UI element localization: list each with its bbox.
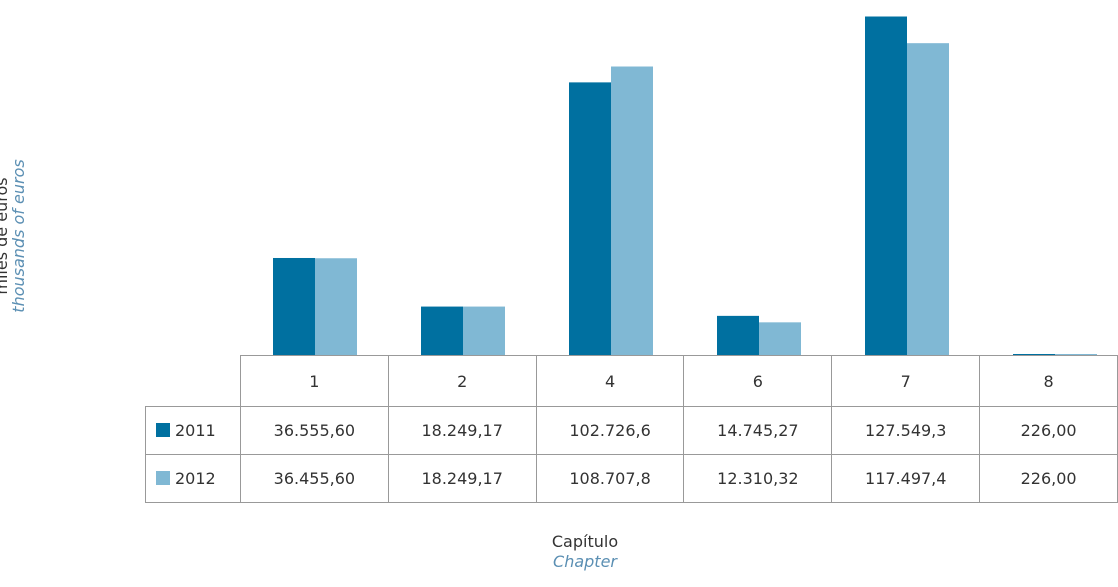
category-header-row: 1 2 4 6 7 8 [145, 355, 1118, 407]
bar-2012-7 [907, 43, 949, 355]
data-cell: 226,00 [979, 454, 1118, 503]
data-cell: 36.455,60 [239, 454, 389, 503]
data-cell: 117.497,4 [831, 454, 981, 503]
category-label: 4 [535, 355, 685, 407]
x-axis-label-en: Chapter [553, 552, 617, 571]
legend-label: 2011 [175, 421, 216, 440]
legend-entry-2012: 2012 [145, 454, 241, 503]
series-row: 2011 36.555,60 18.249,17 102.726,6 14.74… [145, 406, 1118, 455]
data-cell: 18.249,17 [387, 454, 537, 503]
bar-2012-2 [463, 306, 505, 355]
bar-2012-4 [611, 66, 653, 355]
category-label: 1 [239, 355, 389, 407]
series-row: 2012 36.455,60 18.249,17 108.707,8 12.31… [145, 454, 1118, 503]
data-cell: 226,00 [979, 406, 1118, 455]
data-cell: 108.707,8 [535, 454, 685, 503]
bar-2011-7 [865, 16, 907, 355]
bar-2012-1 [315, 258, 357, 355]
bar-2011-4 [569, 82, 611, 356]
data-cell: 36.555,60 [239, 406, 389, 455]
y-axis-label-en: thousands of euros [9, 159, 28, 313]
category-label: 6 [683, 355, 833, 407]
bar-2012-8 [1055, 354, 1097, 355]
table-corner [145, 355, 241, 407]
bar-2011-2 [421, 306, 463, 355]
legend-swatch [156, 471, 170, 485]
bar-2011-1 [273, 257, 315, 355]
data-table: 1 2 4 6 7 8 2011 36.555,60 18.249,17 102… [145, 355, 1118, 503]
bar-2011-8 [1013, 354, 1055, 355]
category-label: 2 [387, 355, 537, 407]
bar-2012-6 [759, 322, 801, 355]
bar-2011-6 [717, 315, 759, 355]
x-axis-label: Capítulo Chapter [485, 532, 685, 572]
data-cell: 102.726,6 [535, 406, 685, 455]
data-cell: 12.310,32 [683, 454, 833, 503]
data-cell: 18.249,17 [387, 406, 537, 455]
category-label: 7 [831, 355, 981, 407]
legend-label: 2012 [175, 469, 216, 488]
legend-entry-2011: 2011 [145, 406, 241, 455]
data-cell: 127.549,3 [831, 406, 981, 455]
data-cell: 14.745,27 [683, 406, 833, 455]
x-axis-label-es: Capítulo [551, 532, 619, 551]
category-label: 8 [979, 355, 1118, 407]
legend-swatch [156, 423, 170, 437]
